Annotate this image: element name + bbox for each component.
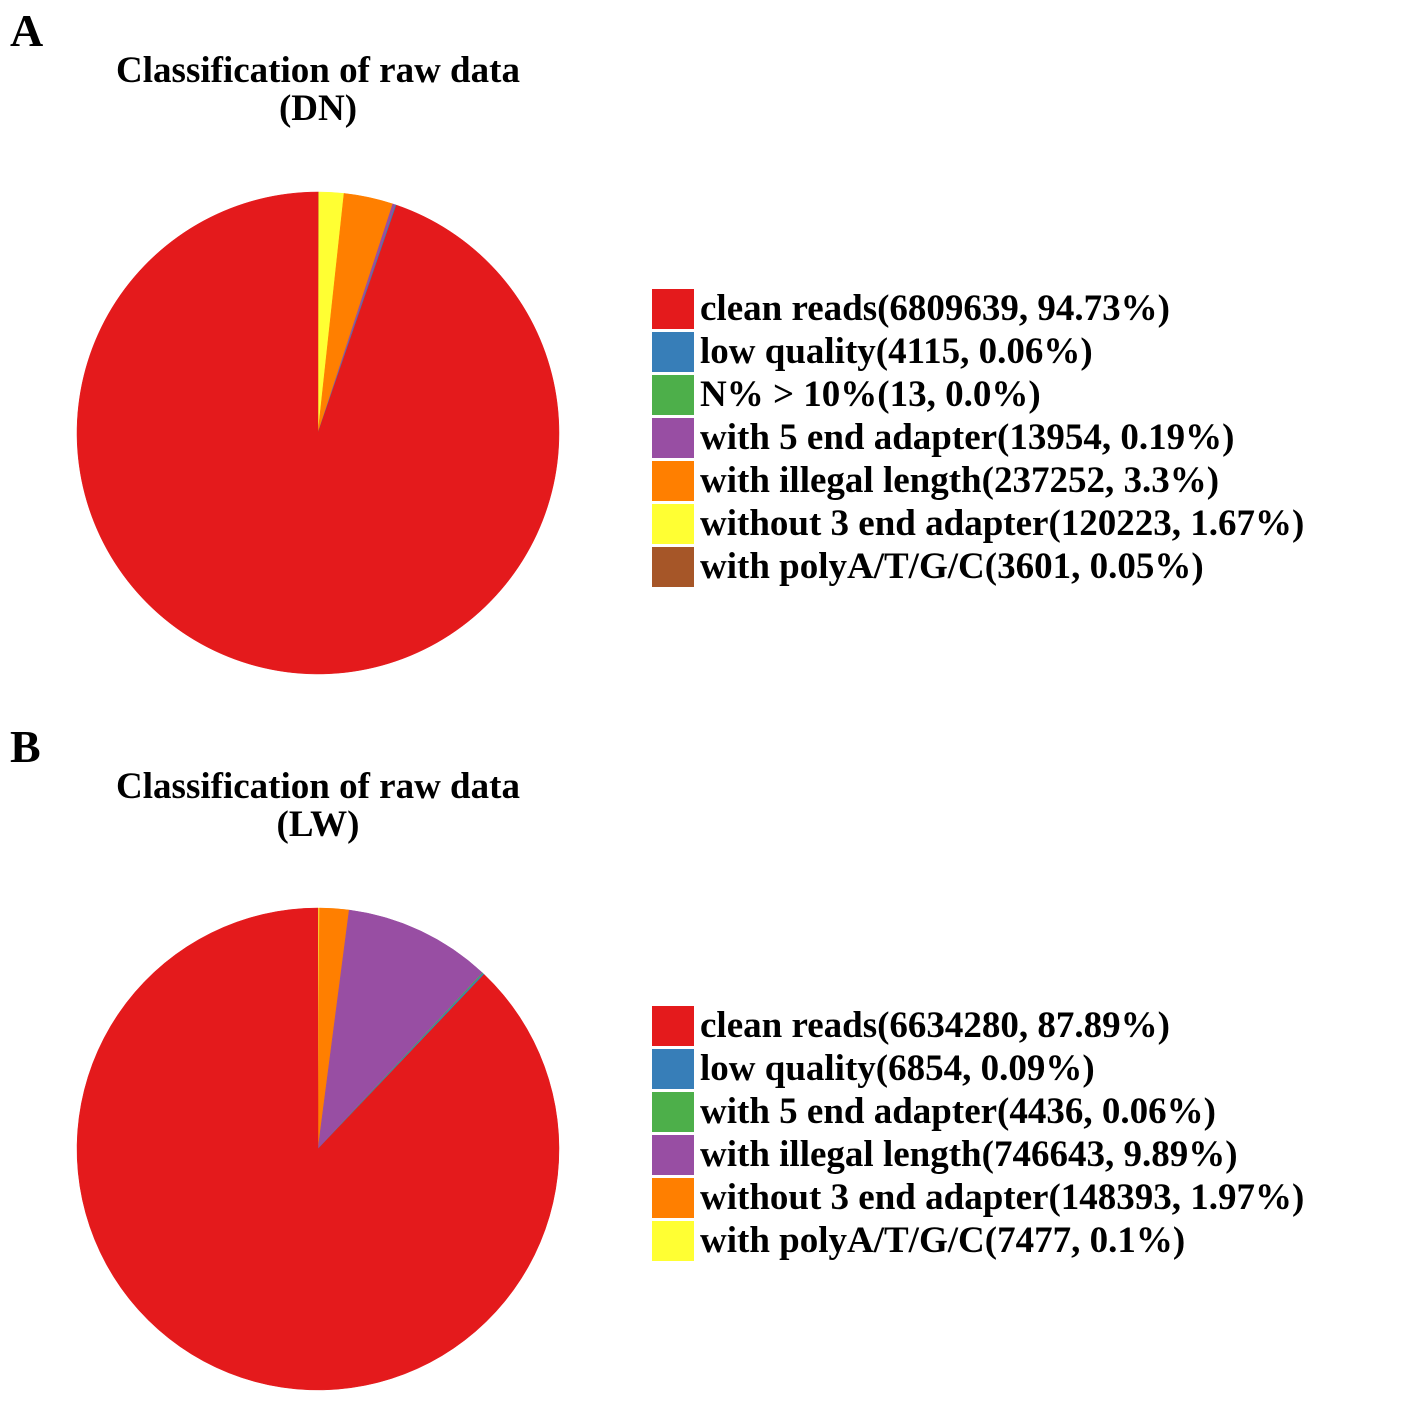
legend-swatch bbox=[652, 546, 694, 587]
legend-label: N% > 10%(13, 0.0%) bbox=[700, 374, 1041, 415]
chart-panel-a: A Classification of raw data (DN) clean … bbox=[0, 0, 1417, 693]
legend-item: without 3 end adapter(148393, 1.97%) bbox=[652, 1176, 1304, 1219]
legend-swatch bbox=[652, 331, 694, 372]
chart-legend: clean reads(6809639, 94.73%) low quality(… bbox=[652, 287, 1304, 588]
legend-swatch bbox=[652, 1005, 694, 1046]
legend-swatch bbox=[652, 503, 694, 544]
legend-swatch bbox=[652, 1134, 694, 1175]
legend-item: with 5 end adapter(13954, 0.19%) bbox=[652, 416, 1304, 459]
legend-label: low quality(4115, 0.06%) bbox=[700, 331, 1093, 372]
legend-label: with polyA/T/G/C(7477, 0.1%) bbox=[700, 1220, 1186, 1261]
pie-chart bbox=[76, 907, 560, 1391]
legend-label: with 5 end adapter(13954, 0.19%) bbox=[700, 417, 1235, 458]
legend-label: without 3 end adapter(148393, 1.97%) bbox=[700, 1177, 1305, 1218]
chart-title-line-2: (LW) bbox=[276, 804, 360, 845]
legend-label: with polyA/T/G/C(3601, 0.05%) bbox=[700, 546, 1204, 587]
legend-label: clean reads(6809639, 94.73%) bbox=[700, 288, 1170, 329]
pie-slice-clean-reads bbox=[76, 907, 560, 1391]
legend-item: clean reads(6634280, 87.89%) bbox=[652, 1004, 1304, 1047]
panel-label: A bbox=[10, 5, 44, 56]
legend-item: with polyA/T/G/C(7477, 0.1%) bbox=[652, 1219, 1304, 1262]
legend-item: with illegal length(237252, 3.3%) bbox=[652, 459, 1304, 502]
legend-item: with 5 end adapter(4436, 0.06%) bbox=[652, 1090, 1304, 1133]
pie-slice-clean-reads bbox=[76, 191, 560, 675]
legend-item: with illegal length(746643, 9.89%) bbox=[652, 1133, 1304, 1176]
legend-swatch bbox=[652, 1048, 694, 1089]
pie-slice-with-illegal-length bbox=[317, 909, 483, 1150]
legend-swatch bbox=[652, 1220, 694, 1261]
legend-item: N% > 10%(13, 0.0%) bbox=[652, 373, 1304, 416]
legend-label: with 5 end adapter(4436, 0.06%) bbox=[700, 1091, 1216, 1132]
legend-label: low quality(6854, 0.09%) bbox=[700, 1048, 1095, 1089]
legend-item: with polyA/T/G/C(3601, 0.05%) bbox=[652, 545, 1304, 588]
legend-item: without 3 end adapter(120223, 1.67%) bbox=[652, 502, 1304, 545]
chart-legend: clean reads(6634280, 87.89%) low quality(… bbox=[652, 1004, 1304, 1262]
panel-label: B bbox=[10, 721, 41, 772]
legend-item: clean reads(6809639, 94.73%) bbox=[652, 287, 1304, 330]
legend-label: with illegal length(746643, 9.89%) bbox=[700, 1134, 1238, 1175]
chart-title-line-2: (DN) bbox=[278, 88, 358, 129]
legend-swatch bbox=[652, 417, 694, 458]
chart-title: Classification of raw data (DN) bbox=[88, 52, 548, 128]
chart-panel-b: B Classification of raw data (LW) clean … bbox=[0, 716, 1417, 1409]
legend-swatch bbox=[652, 374, 694, 415]
legend-swatch bbox=[652, 1091, 694, 1132]
legend-item: low quality(6854, 0.09%) bbox=[652, 1047, 1304, 1090]
legend-swatch bbox=[652, 460, 694, 501]
legend-label: without 3 end adapter(120223, 1.67%) bbox=[700, 503, 1305, 544]
legend-label: with illegal length(237252, 3.3%) bbox=[700, 460, 1220, 501]
pie-chart bbox=[76, 191, 560, 675]
chart-title: Classification of raw data (LW) bbox=[88, 768, 548, 844]
chart-title-line-1: Classification of raw data bbox=[116, 766, 520, 807]
legend-item: low quality(4115, 0.06%) bbox=[652, 330, 1304, 373]
chart-title-line-1: Classification of raw data bbox=[116, 50, 520, 91]
legend-swatch bbox=[652, 1177, 694, 1218]
legend-swatch bbox=[652, 288, 694, 329]
legend-label: clean reads(6634280, 87.89%) bbox=[700, 1005, 1170, 1046]
